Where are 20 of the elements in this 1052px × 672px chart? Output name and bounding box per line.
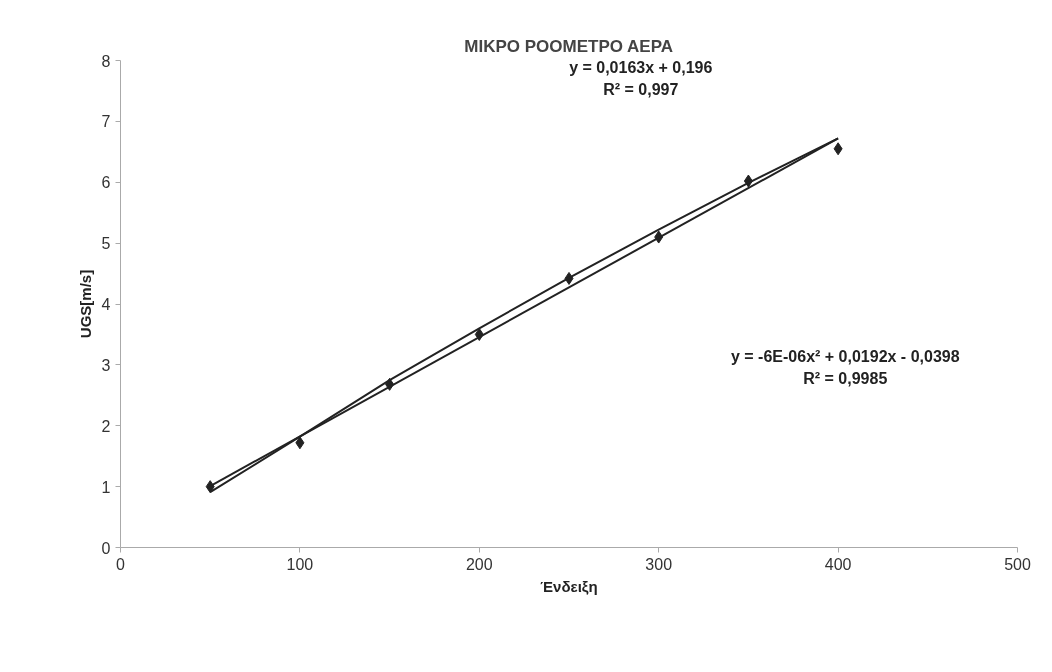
annotation: y = -6E-06x² + 0,0192x - 0,0398 R² = 0,9985 — [730, 347, 960, 387]
y-tick-label: 0 — [101, 539, 111, 557]
y-tick-label: 6 — [101, 174, 111, 192]
y-tick-label: 1 — [101, 478, 111, 496]
y-tick-label: 7 — [101, 113, 111, 131]
x-tick-label: 400 — [824, 555, 852, 573]
y-tick-label: 2 — [101, 417, 111, 435]
x-tick-label: 300 — [645, 555, 673, 573]
x-tick-label: 500 — [1004, 555, 1031, 573]
chart-title: ΜΙΚΡΟ ΡΟΟΜΕΤΡΟ ΑΕΡΑ — [464, 36, 674, 56]
x-axis-title: Ένδειξη — [540, 577, 598, 595]
x-tick-label: 0 — [116, 555, 126, 573]
x-tick-label: 100 — [286, 555, 314, 573]
y-tick-label: 4 — [101, 296, 111, 313]
annotation: y = 0,0163x + 0,196 R² = 0,997 — [569, 58, 713, 98]
y-axis-title: UGS[m/s] — [76, 269, 94, 339]
x-tick-label: 200 — [465, 555, 493, 573]
y-tick-label: 3 — [101, 356, 111, 374]
y-tick-label: 5 — [101, 235, 111, 253]
y-tick-label: 8 — [101, 52, 111, 70]
